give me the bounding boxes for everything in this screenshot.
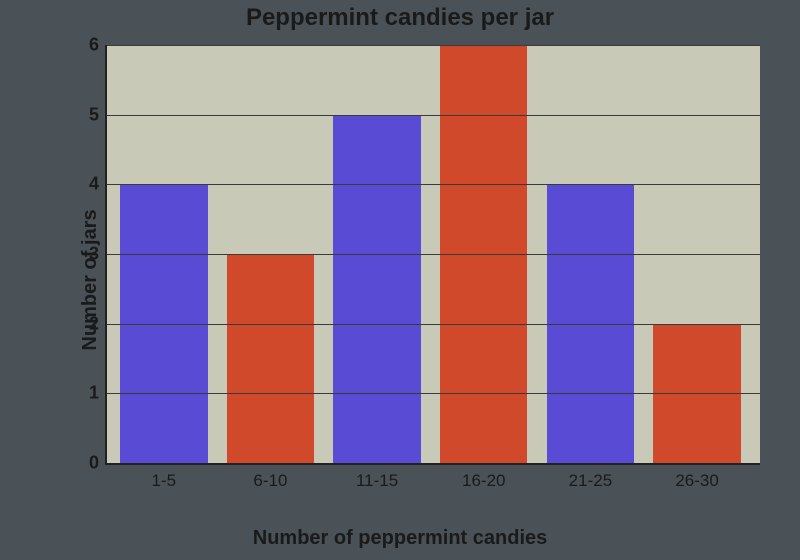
plot-area: 01234561-56-1011-1516-2021-2526-30	[105, 45, 760, 465]
bar	[227, 254, 314, 463]
x-tick-label: 16-20	[462, 471, 505, 491]
gridline	[107, 184, 760, 185]
x-tick-label: 1-5	[151, 471, 176, 491]
gridline	[107, 254, 760, 255]
y-tick-label: 5	[89, 104, 99, 125]
chart-title: Peppermint candies per jar	[0, 4, 800, 32]
y-tick-label: 3	[89, 244, 99, 265]
y-tick-label: 4	[89, 174, 99, 195]
y-tick-label: 6	[89, 35, 99, 56]
y-tick-label: 1	[89, 383, 99, 404]
x-tick-label: 11-15	[356, 471, 398, 491]
gridline	[107, 324, 760, 325]
gridline	[107, 393, 760, 394]
x-tick-label: 26-30	[675, 471, 718, 491]
bar	[333, 115, 420, 463]
y-tick-label: 0	[89, 453, 99, 474]
gridline	[107, 45, 760, 46]
chart-container: Peppermint candies per jar Number of jar…	[0, 0, 800, 560]
x-tick-label: 21-25	[569, 471, 612, 491]
x-axis-label: Number of peppermint candies	[0, 527, 800, 550]
gridline	[107, 115, 760, 116]
x-tick-label: 6-10	[253, 471, 287, 491]
y-tick-label: 2	[89, 313, 99, 334]
